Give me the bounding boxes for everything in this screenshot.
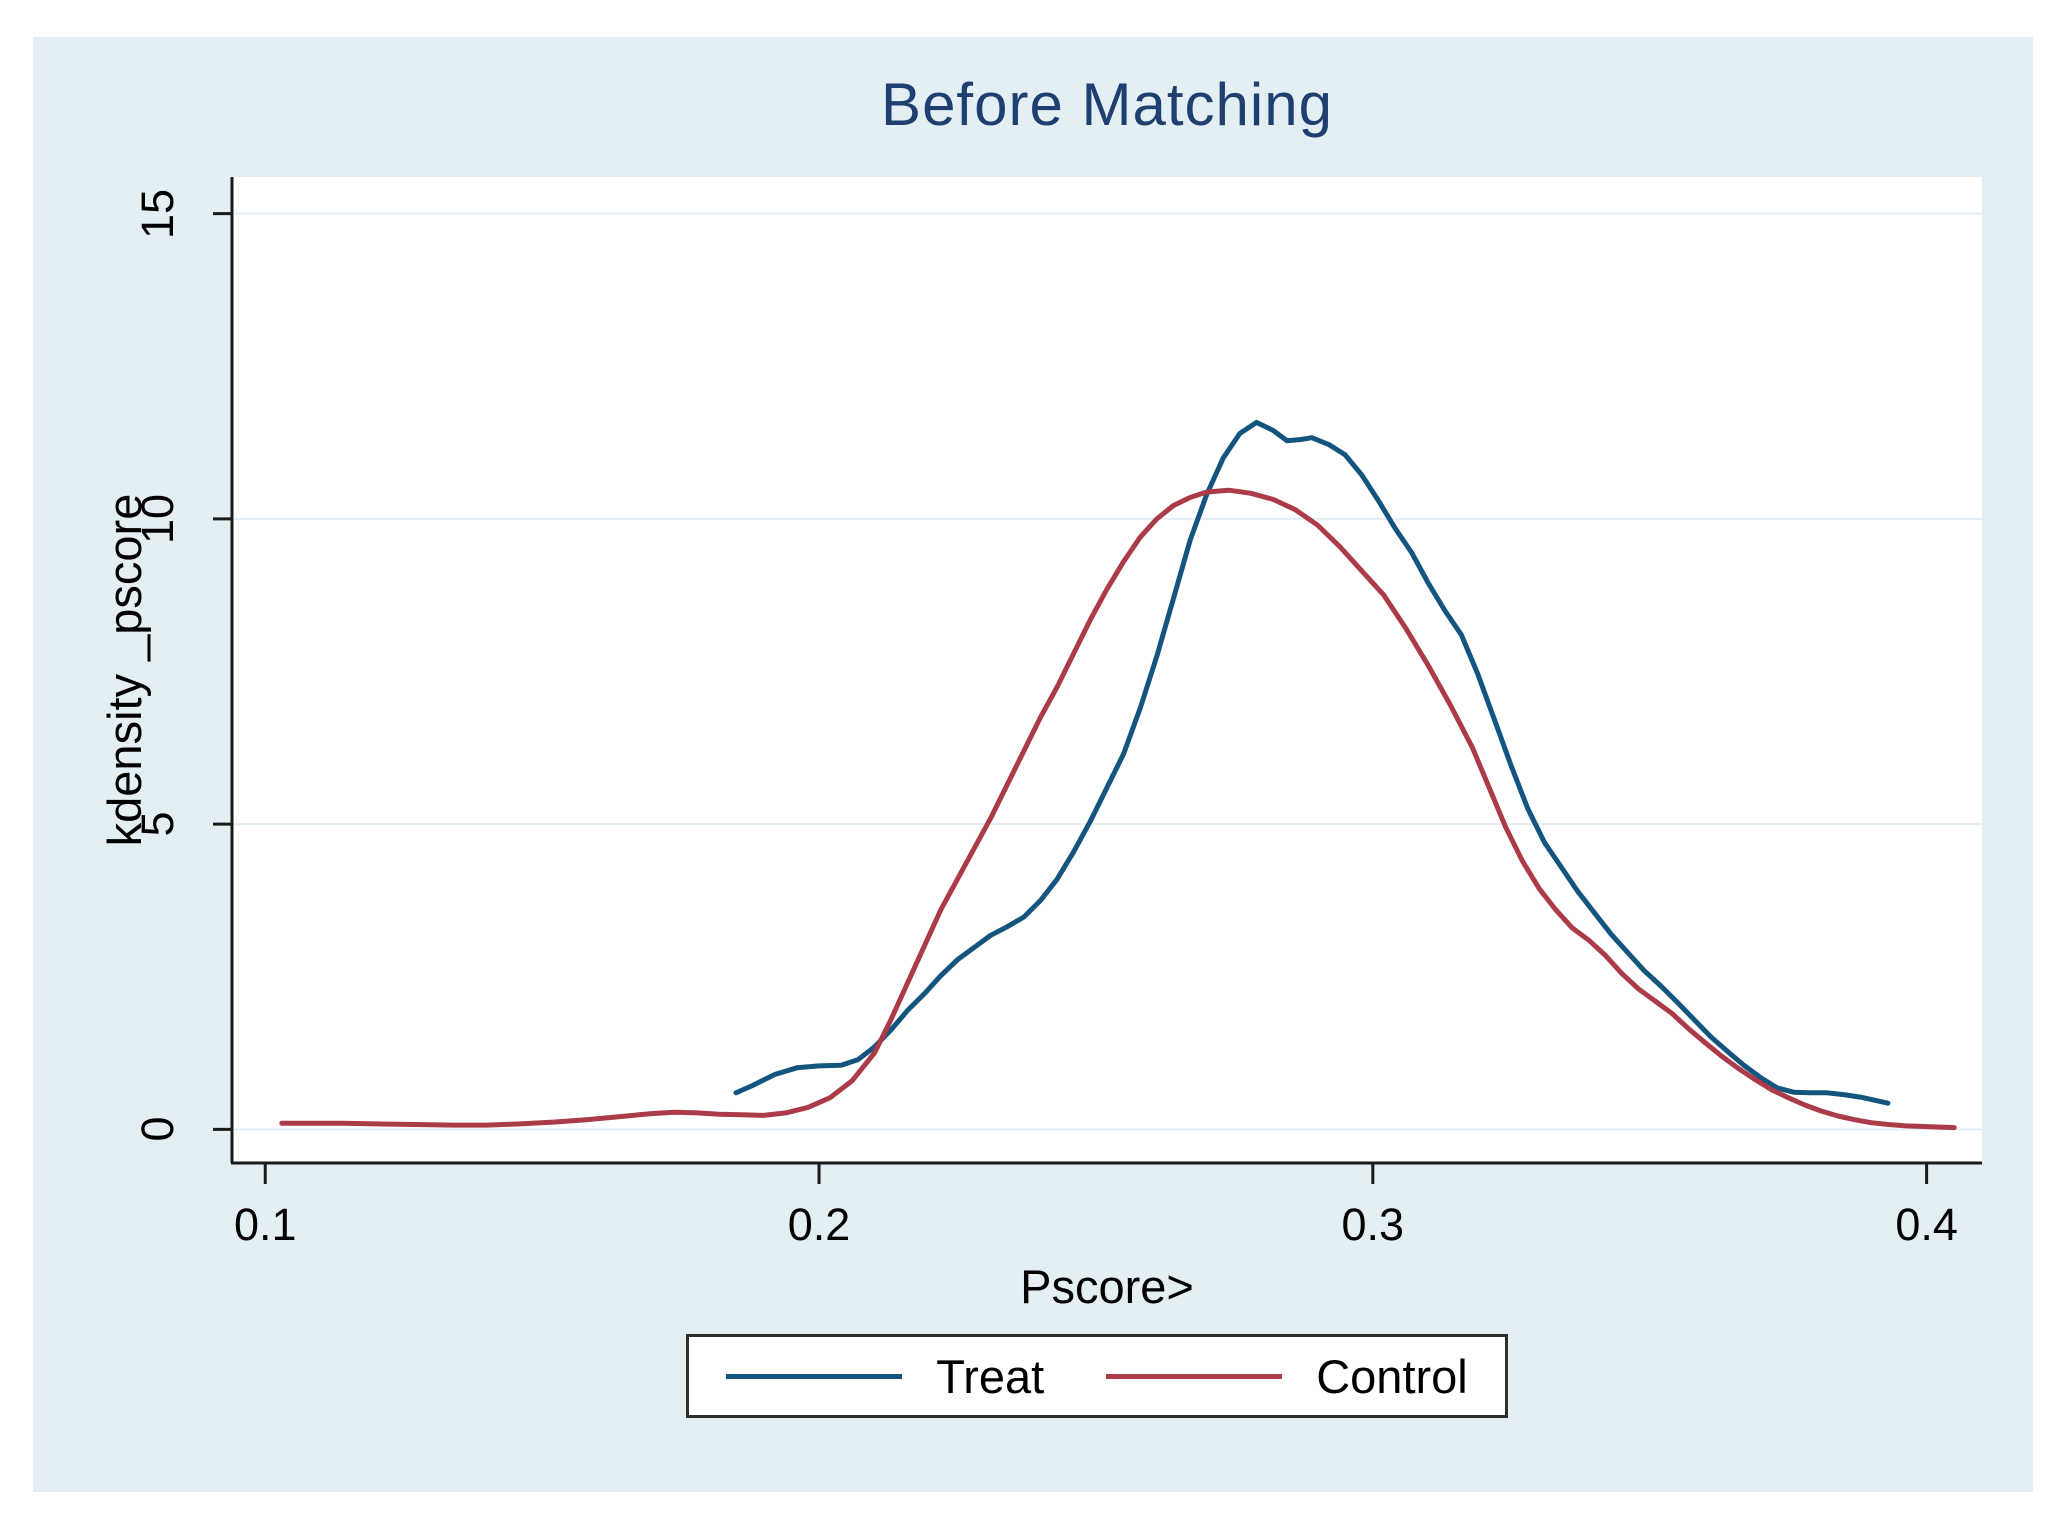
plot-svg: [213, 177, 1982, 1184]
treat-density-curve: [733, 419, 1891, 1106]
y-tick-label: 10: [132, 493, 183, 544]
legend-item-control: Control: [1106, 1349, 1468, 1404]
series-lines: [279, 419, 1957, 1131]
x-tick-label: 0.1: [233, 1199, 297, 1250]
y-tick-label: 0: [132, 1116, 183, 1142]
chart-title: Before Matching: [881, 71, 1333, 138]
control-line-swatch: [1106, 1373, 1283, 1379]
treat-line-swatch: [726, 1373, 903, 1379]
y-tick-label: 5: [132, 811, 183, 837]
control-density-curve: [279, 487, 1957, 1131]
legend-item-treat: Treat: [726, 1349, 1044, 1404]
plot-area: [232, 177, 1982, 1163]
legend-label-treat: Treat: [936, 1349, 1045, 1403]
y-axis-title: kdensity _pscore: [98, 493, 151, 847]
legend-label-control: Control: [1316, 1349, 1468, 1403]
axes: [213, 177, 1982, 1184]
x-tick-label: 0.2: [787, 1199, 851, 1250]
x-axis-title: Pscore>: [1020, 1260, 1194, 1313]
x-tick-label: 0.4: [1895, 1199, 1958, 1250]
y-tick-label: 15: [132, 188, 183, 239]
gridlines: [232, 212, 1982, 1131]
figure: Before Matching kdensity _pscore Pscore>…: [33, 37, 2033, 1492]
legend: Treat Control: [686, 1334, 1508, 1418]
x-tick-label: 0.3: [1341, 1199, 1405, 1250]
